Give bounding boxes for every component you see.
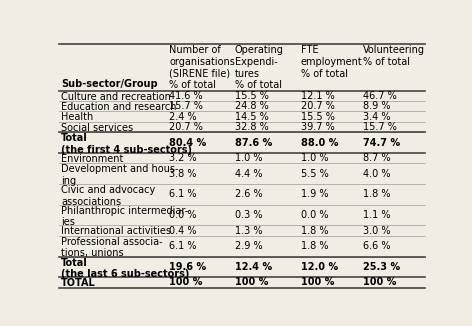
Text: 100 %: 100 % <box>235 277 268 288</box>
Text: 8.9 %: 8.9 % <box>363 101 390 111</box>
Text: Civic and advocacy
associations: Civic and advocacy associations <box>61 185 155 207</box>
Text: 88.0 %: 88.0 % <box>301 138 338 148</box>
Text: 0.3 %: 0.3 % <box>235 210 262 220</box>
Text: 12.4 %: 12.4 % <box>235 262 272 272</box>
Text: Development and hous-
ing: Development and hous- ing <box>61 164 179 186</box>
Text: 80.4 %: 80.4 % <box>169 138 206 148</box>
Text: Social services: Social services <box>61 123 133 133</box>
Text: Total
(the first 4 sub-sectors): Total (the first 4 sub-sectors) <box>61 133 192 155</box>
Text: 3.2 %: 3.2 % <box>169 153 197 163</box>
Text: International activities: International activities <box>61 227 171 236</box>
Text: 20.7 %: 20.7 % <box>169 122 203 132</box>
Text: 14.5 %: 14.5 % <box>235 112 269 122</box>
Text: 3.8 %: 3.8 % <box>169 169 197 179</box>
Text: 46.7 %: 46.7 % <box>363 91 397 101</box>
Text: 19.6 %: 19.6 % <box>169 262 206 272</box>
Text: 15.5 %: 15.5 % <box>301 112 335 122</box>
Text: 41.6 %: 41.6 % <box>169 91 203 101</box>
Text: 1.0 %: 1.0 % <box>301 153 329 163</box>
Text: Volunteering
% of total: Volunteering % of total <box>363 45 425 67</box>
Text: 74.7 %: 74.7 % <box>363 138 400 148</box>
Text: 25.3 %: 25.3 % <box>363 262 400 272</box>
Text: 2.9 %: 2.9 % <box>235 241 262 251</box>
Text: Professional associa-
tions, unions: Professional associa- tions, unions <box>61 237 163 259</box>
Text: 15.7 %: 15.7 % <box>169 101 203 111</box>
Text: FTE
employment
% of total: FTE employment % of total <box>301 45 362 79</box>
Text: 12.0 %: 12.0 % <box>301 262 338 272</box>
Text: 0.4 %: 0.4 % <box>169 226 197 236</box>
Text: 3.4 %: 3.4 % <box>363 112 390 122</box>
Text: Environment: Environment <box>61 154 124 164</box>
Text: 1.1 %: 1.1 % <box>363 210 390 220</box>
Text: 1.8 %: 1.8 % <box>301 226 329 236</box>
Text: 1.8 %: 1.8 % <box>363 189 390 200</box>
Text: TOTAL: TOTAL <box>61 278 96 288</box>
Text: 12.1 %: 12.1 % <box>301 91 335 101</box>
Text: 6.1 %: 6.1 % <box>169 189 197 200</box>
Text: 15.5 %: 15.5 % <box>235 91 269 101</box>
Text: 6.1 %: 6.1 % <box>169 241 197 251</box>
Text: 1.0 %: 1.0 % <box>235 153 262 163</box>
Text: 39.7 %: 39.7 % <box>301 122 335 132</box>
Text: 32.8 %: 32.8 % <box>235 122 269 132</box>
Text: 4.4 %: 4.4 % <box>235 169 262 179</box>
Text: 100 %: 100 % <box>363 277 396 288</box>
Text: 100 %: 100 % <box>169 277 202 288</box>
Text: 0.0 %: 0.0 % <box>169 210 197 220</box>
Text: 8.7 %: 8.7 % <box>363 153 391 163</box>
Text: Sub-sector/Group: Sub-sector/Group <box>61 79 158 89</box>
Text: Culture and recreation: Culture and recreation <box>61 92 171 102</box>
Text: Philanthropic intermediar-
ies: Philanthropic intermediar- ies <box>61 206 188 227</box>
Text: 87.6 %: 87.6 % <box>235 138 272 148</box>
Text: 15.7 %: 15.7 % <box>363 122 397 132</box>
Text: 1.9 %: 1.9 % <box>301 189 329 200</box>
Text: Education and research: Education and research <box>61 102 177 112</box>
Text: Number of
organisations
(SIRENE file)
% of total: Number of organisations (SIRENE file) % … <box>169 45 235 90</box>
Text: 6.6 %: 6.6 % <box>363 241 390 251</box>
Text: 1.3 %: 1.3 % <box>235 226 262 236</box>
Text: 5.5 %: 5.5 % <box>301 169 329 179</box>
Text: 20.7 %: 20.7 % <box>301 101 335 111</box>
Text: 1.8 %: 1.8 % <box>301 241 329 251</box>
Text: 24.8 %: 24.8 % <box>235 101 269 111</box>
Text: Operating
Expendi-
tures
% of total: Operating Expendi- tures % of total <box>235 45 284 90</box>
Text: Health: Health <box>61 112 93 123</box>
Text: 4.0 %: 4.0 % <box>363 169 390 179</box>
Text: 2.6 %: 2.6 % <box>235 189 262 200</box>
Text: 3.0 %: 3.0 % <box>363 226 390 236</box>
Text: 0.0 %: 0.0 % <box>301 210 329 220</box>
Text: Total
(the last 6 sub-sectors): Total (the last 6 sub-sectors) <box>61 258 190 279</box>
Text: 2.4 %: 2.4 % <box>169 112 197 122</box>
Text: 100 %: 100 % <box>301 277 334 288</box>
